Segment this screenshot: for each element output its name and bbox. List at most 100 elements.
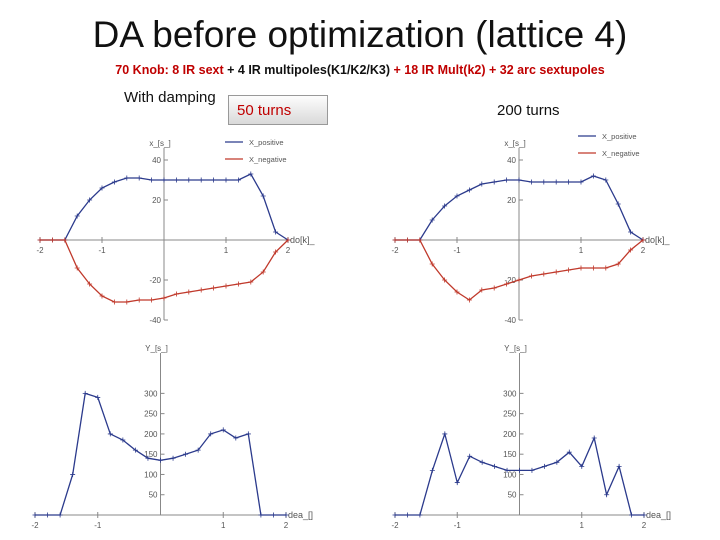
yda50-point <box>183 451 189 457</box>
yda50-ytick-label: 300 <box>144 389 158 398</box>
xda200-point <box>628 229 634 235</box>
yda200-point <box>429 467 435 473</box>
xda200-point <box>466 187 472 193</box>
yda50-point <box>82 390 88 396</box>
xda200-point <box>590 173 596 179</box>
xda200-point <box>578 179 584 185</box>
xda50-point <box>62 237 68 243</box>
yda50-point <box>107 431 113 437</box>
xda200-point <box>541 179 547 185</box>
yda200-xtick-label: -2 <box>391 521 399 530</box>
yda200-point <box>467 453 473 459</box>
yda200-point <box>604 492 610 498</box>
yda50-point <box>57 512 63 518</box>
xda200-point <box>615 201 621 207</box>
xda200-point <box>466 297 472 303</box>
xda50-point <box>173 177 179 183</box>
yda200-point <box>404 512 410 518</box>
yda50-xlabel: dea_[] <box>288 510 313 520</box>
xda50-point <box>161 295 167 301</box>
xda200-point <box>528 179 534 185</box>
yda200-point <box>504 467 510 473</box>
yda50-ytick-label: 250 <box>144 410 158 419</box>
xda200-point <box>479 181 485 187</box>
xda50-point <box>74 265 80 271</box>
xda200-point <box>454 289 460 295</box>
xda50-point <box>273 229 279 235</box>
xda200-point <box>442 277 448 283</box>
yda200-point <box>554 459 560 465</box>
xda50-point <box>124 175 130 181</box>
yda50-point <box>158 457 163 463</box>
xda50-point <box>87 197 93 203</box>
xda50-point <box>186 289 192 295</box>
xda50-xtick-label: 2 <box>286 246 291 255</box>
yda50-xtick-label: 2 <box>284 521 289 530</box>
xda200-point <box>491 179 497 185</box>
xda50-point <box>136 175 142 181</box>
yda200-point <box>579 463 585 469</box>
yda50-ytick-label: 50 <box>149 491 158 500</box>
subtitle-multipole-text: + 4 IR multipoles(K1/K2/K3) <box>227 63 394 77</box>
yda200-point <box>479 459 485 465</box>
yda50-point <box>208 431 214 437</box>
xda50-xtick-label: -1 <box>98 246 106 255</box>
xda50-ytick-label: 20 <box>152 196 161 205</box>
slide-subtitle: 70 Knob: 8 IR sext + 4 IR multipoles(K1/… <box>0 63 720 77</box>
yda200-ytick-label: 100 <box>503 470 517 479</box>
xda200-point <box>404 237 410 243</box>
xda200-ytick-label: 20 <box>507 196 516 205</box>
xda50-point <box>111 299 117 305</box>
xda200-point <box>553 269 559 275</box>
yda50-point <box>258 512 264 518</box>
xda50-point <box>260 193 266 199</box>
xda200-point <box>479 287 485 293</box>
xda200-legend-label: X_positive <box>602 132 637 141</box>
xda50-point <box>149 177 155 183</box>
xda50-point <box>198 177 204 183</box>
yda200-ytick-label: 200 <box>503 430 517 439</box>
xda50-point <box>161 177 167 183</box>
yda50-ytick-label: 200 <box>144 430 158 439</box>
damping-label: With damping <box>124 89 216 106</box>
xda200-point <box>442 203 448 209</box>
xda200-point <box>504 281 510 287</box>
xda200-ylabel: x_[s_] <box>504 139 525 148</box>
xda50-point <box>99 185 105 191</box>
yda50-xtick-label: -2 <box>31 521 39 530</box>
xda200-legend-label: X_negative <box>602 149 640 158</box>
xda200-point <box>615 261 621 267</box>
xda50-point <box>223 283 229 289</box>
yda50-point <box>32 512 38 518</box>
xda50-legend-label: X_positive <box>249 138 284 147</box>
xda200-point <box>566 179 572 185</box>
xda50-point <box>186 177 192 183</box>
yda200-point <box>541 463 547 469</box>
xda200-point <box>429 261 435 267</box>
turns-50-label: 50 turns <box>228 95 328 125</box>
yda50-point <box>145 455 151 461</box>
xda50-point <box>248 171 254 177</box>
yda50-point <box>245 431 251 437</box>
xda50-point <box>173 291 179 297</box>
yda50-xtick-label: 1 <box>221 521 226 530</box>
yda200-xlabel: dea_[] <box>646 510 671 520</box>
yda200-point <box>591 435 597 441</box>
xda50-point <box>211 285 217 291</box>
yda200-point <box>529 467 535 473</box>
yda50-point <box>170 455 176 461</box>
xda200-xtick-label: -1 <box>453 246 461 255</box>
xda50-point <box>111 179 117 185</box>
yda200-ylabel: Y_[s_] <box>504 344 527 353</box>
xda200-point <box>516 277 522 283</box>
yda200-ytick-label: 300 <box>503 389 517 398</box>
yda200-point <box>442 431 448 437</box>
yda50-point <box>132 447 138 453</box>
xda200-point <box>417 237 423 243</box>
xda50-ytick-label: 40 <box>152 156 161 165</box>
xda200-point <box>603 265 609 271</box>
yda50-point <box>233 435 239 441</box>
subtitle-knob-text: 70 Knob: 8 IR sext <box>115 63 228 77</box>
xda200-point <box>429 217 435 223</box>
xda200-point <box>566 267 572 273</box>
